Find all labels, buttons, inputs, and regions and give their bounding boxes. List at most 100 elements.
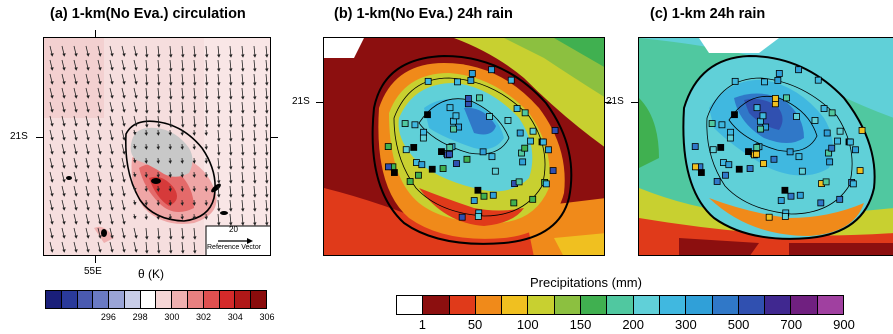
station-marker <box>465 95 472 102</box>
panel-a-svg <box>44 38 270 255</box>
wind-vector-head <box>144 202 148 206</box>
wind-vector-head <box>145 96 149 100</box>
wind-vector-head <box>122 249 126 253</box>
wind-vector-head <box>86 123 90 127</box>
wind-vector-head <box>217 138 221 142</box>
colorbar-swatch <box>528 296 555 314</box>
station-marker <box>787 192 795 200</box>
colorbar-swatch <box>554 296 582 314</box>
wind-vector-head <box>265 194 269 198</box>
wind-vector-head <box>157 236 161 240</box>
station-marker <box>817 199 825 207</box>
wind-vector-head <box>110 207 114 211</box>
station-marker <box>822 178 830 186</box>
wind-vector-head <box>204 188 208 192</box>
station-marker <box>542 180 550 188</box>
station-marker <box>858 127 866 134</box>
wind-vector-head <box>229 208 233 212</box>
wind-vector-head <box>205 96 209 100</box>
colorbar-swatch <box>633 296 660 314</box>
colorbar-tick-label: 200 <box>622 317 645 332</box>
station-marker <box>452 112 460 120</box>
wind-vector-head <box>122 67 126 71</box>
station-marker <box>545 146 552 154</box>
station-marker <box>793 113 800 120</box>
wind-vector-head <box>50 67 54 71</box>
station-marker <box>424 77 432 85</box>
station-marker <box>852 146 859 154</box>
wind-vector-head <box>180 132 184 136</box>
station-marker <box>823 129 831 137</box>
station-marker <box>458 213 466 221</box>
station-marker <box>384 143 392 150</box>
wind-vector-head <box>180 216 184 220</box>
wind-vector-head <box>133 215 137 220</box>
wind-vector-head <box>145 54 149 58</box>
station-marker <box>761 78 768 86</box>
station-marker <box>406 178 414 185</box>
wind-vector-head <box>98 249 102 253</box>
wind-vector-head <box>253 208 257 212</box>
station-marker <box>424 111 431 119</box>
station-marker <box>419 134 427 142</box>
station-marker <box>519 158 527 166</box>
wind-vector-head <box>193 82 197 86</box>
wind-vector-head <box>157 68 161 72</box>
wind-vector-head <box>265 222 269 226</box>
station-marker <box>796 191 804 199</box>
wind-vector-head <box>50 137 54 141</box>
wind-vector-head <box>157 124 161 128</box>
wind-vector-head <box>217 96 221 100</box>
station-marker <box>722 171 729 179</box>
wind-vector-head <box>134 95 138 99</box>
station-marker <box>521 144 529 152</box>
theta-colorbar <box>45 290 267 309</box>
station-marker <box>713 178 721 185</box>
wind-vector-head <box>134 67 138 71</box>
colorbar-swatch <box>251 291 266 308</box>
wind-vector-head <box>50 109 54 113</box>
reference-vector-label: Reference Vector <box>207 244 262 251</box>
wind-vector-head <box>74 221 78 225</box>
wind-vector-head <box>122 165 126 169</box>
station-marker <box>401 120 409 127</box>
wind-vector-head <box>157 54 161 58</box>
wind-vector-head <box>122 137 126 141</box>
wind-vector-head <box>192 202 196 206</box>
wind-vector-head <box>241 82 245 86</box>
station-marker <box>746 165 754 172</box>
station-marker <box>420 128 428 136</box>
wind-vector-head <box>50 179 54 183</box>
wind-vector-head <box>180 174 184 178</box>
wind-vector-head <box>157 110 161 114</box>
wind-vector-head <box>169 250 173 254</box>
wind-vector-head <box>265 96 269 100</box>
station-marker <box>786 148 794 156</box>
panel-a-lat-tick: 21S <box>10 131 28 142</box>
station-marker <box>467 76 475 84</box>
wind-vector-head <box>110 123 114 127</box>
wind-vector-head <box>265 138 269 142</box>
station-marker <box>826 158 834 166</box>
wind-vector-head <box>98 81 102 85</box>
colorbar-tick-label: 306 <box>259 312 275 322</box>
wind-vector-head <box>192 146 196 150</box>
wind-vector-head <box>253 110 257 114</box>
station-marker <box>828 144 836 152</box>
wind-vector-head <box>181 124 185 128</box>
station-marker <box>439 165 447 172</box>
panel-b-svg <box>324 38 604 255</box>
wind-vector-head <box>241 138 245 142</box>
wind-vector-head <box>145 110 149 114</box>
wind-vector-head <box>110 165 114 169</box>
station-marker <box>798 167 806 175</box>
wind-vector-head <box>156 188 160 192</box>
wind-vector-head <box>229 54 233 58</box>
station-marker <box>820 105 828 112</box>
colorbar-tick-label: 500 <box>727 317 750 332</box>
wind-vector-head <box>229 124 233 128</box>
station-marker <box>510 199 518 207</box>
colorbar-swatch <box>791 296 818 314</box>
wind-vector-head <box>204 202 208 206</box>
colorbar-swatch <box>502 296 529 314</box>
